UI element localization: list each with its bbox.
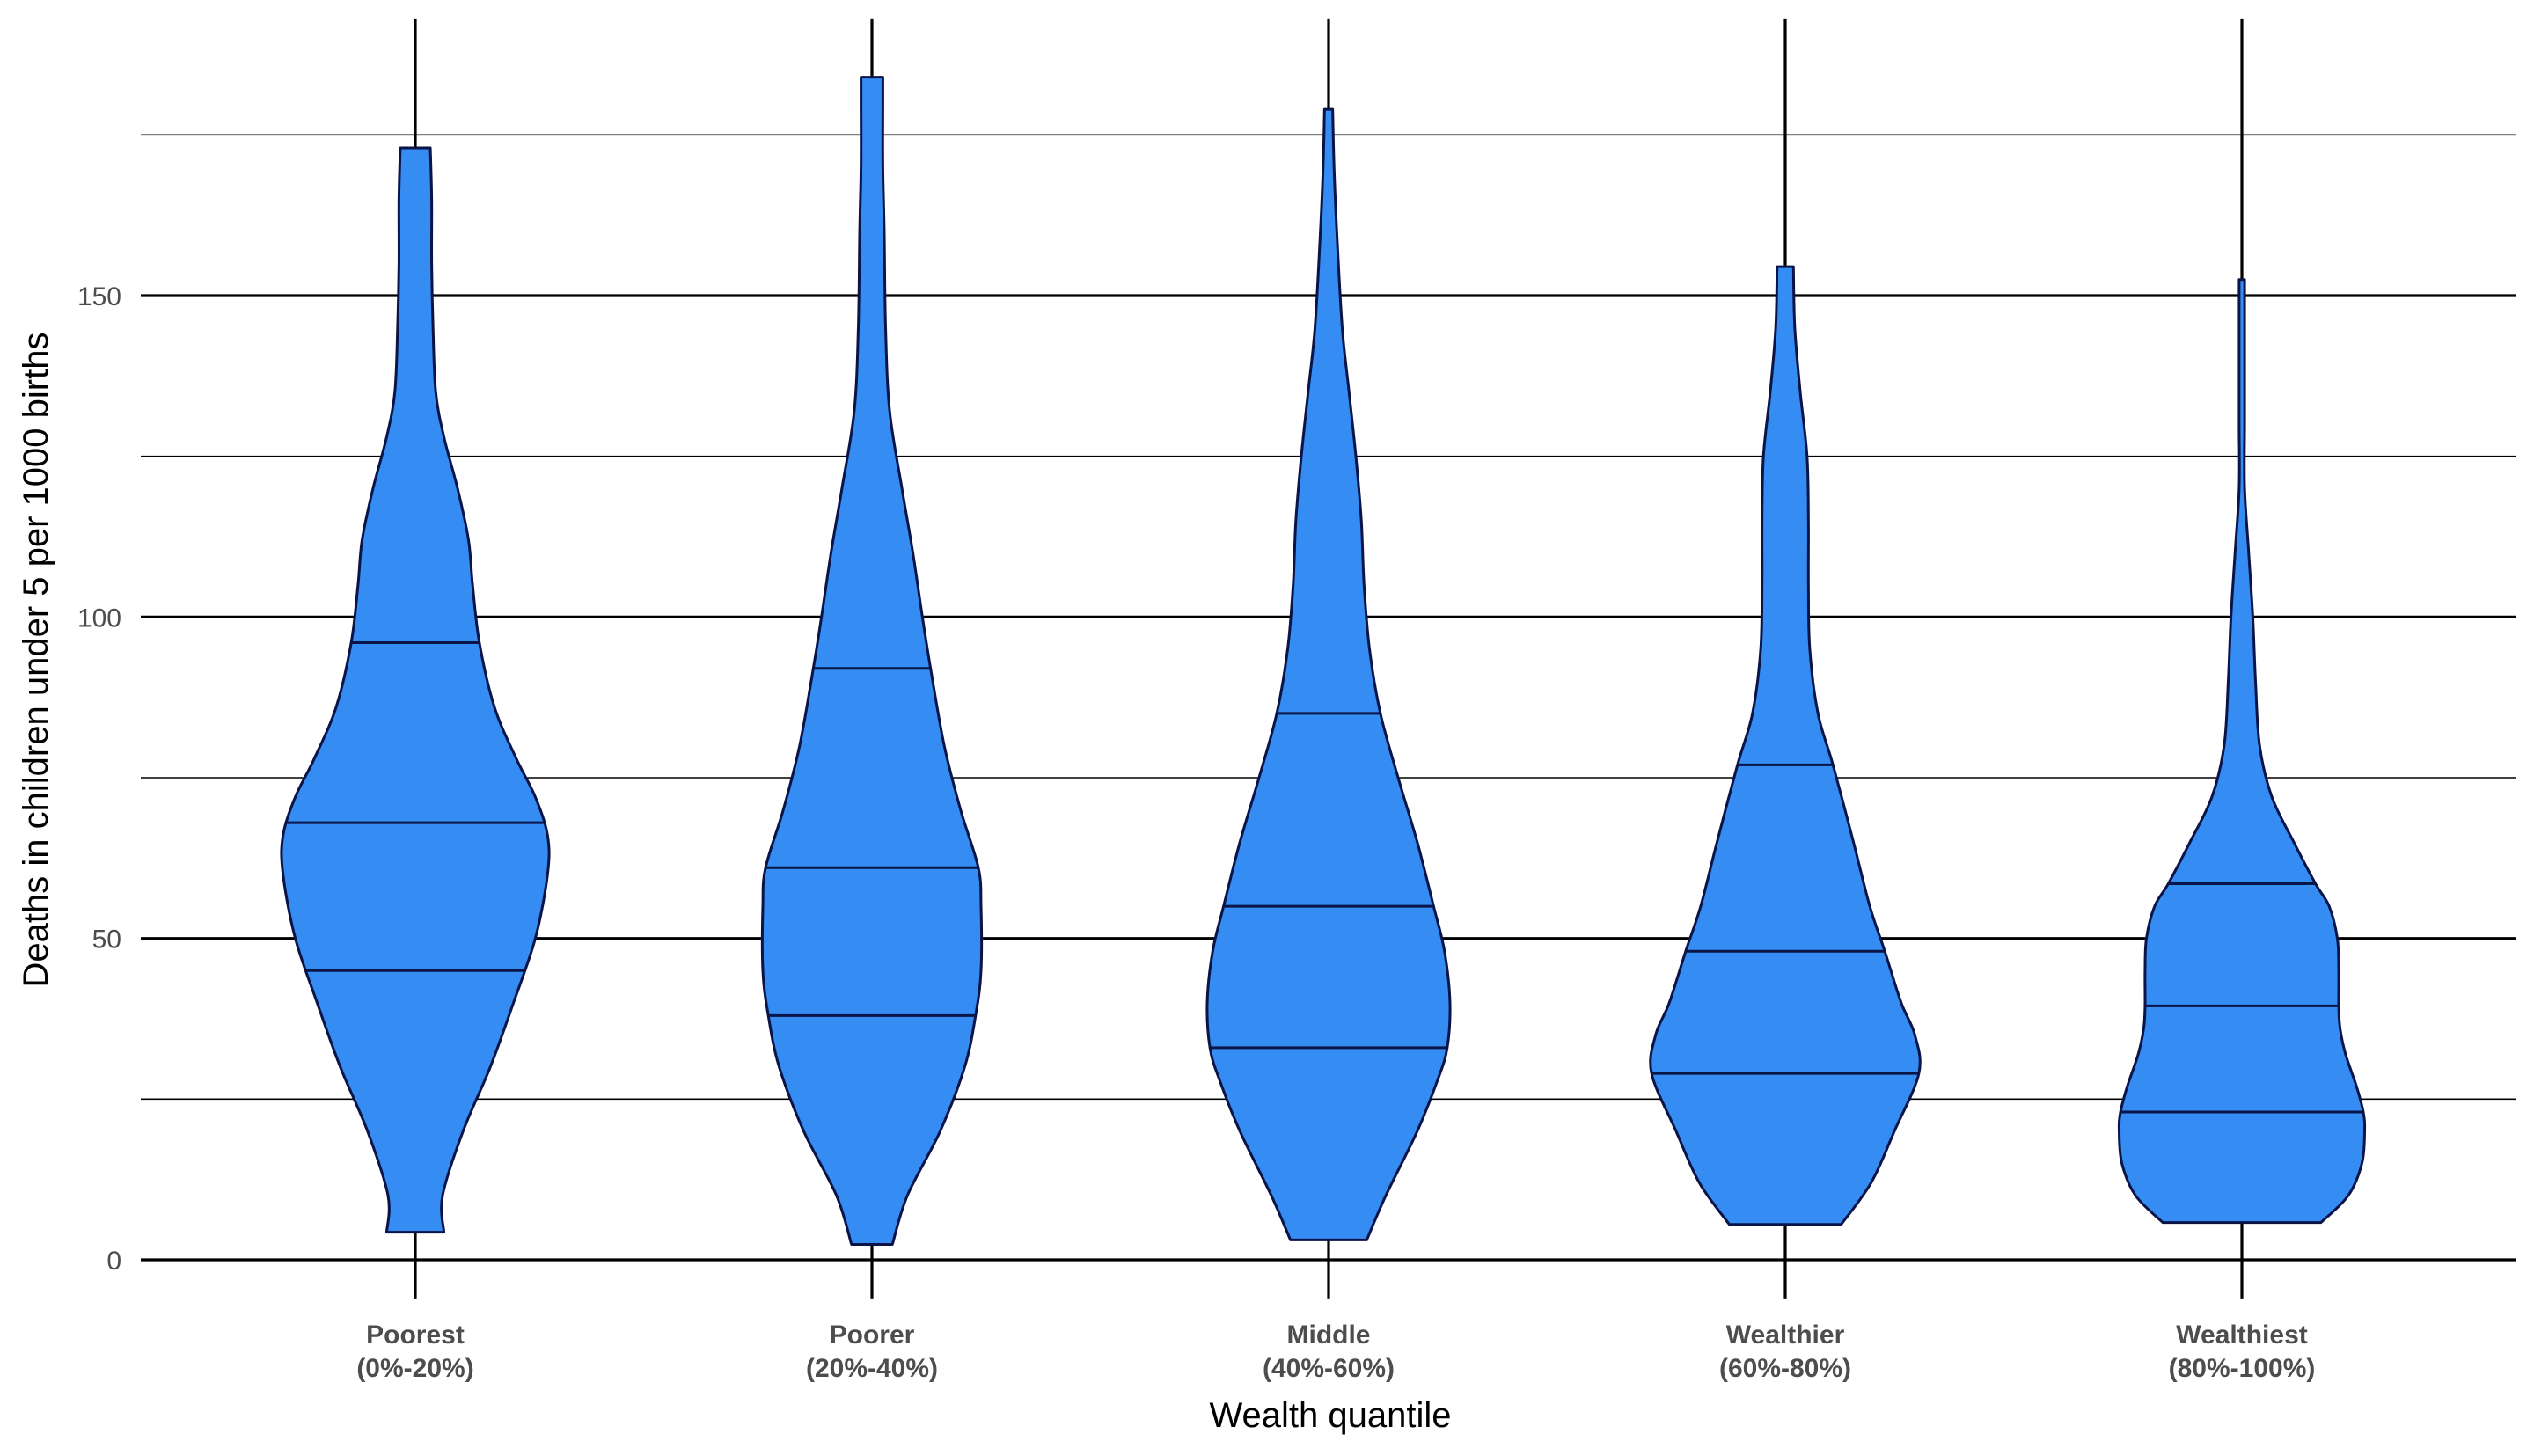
x-tick-label: Middle bbox=[1287, 1321, 1371, 1350]
violin-wealthier bbox=[1649, 265, 1922, 1226]
x-tick-sublabel: (20%-40%) bbox=[806, 1354, 938, 1383]
x-tick-label: Poorer bbox=[830, 1321, 915, 1350]
y-tick-label: 150 bbox=[77, 282, 121, 311]
violin-poorer bbox=[760, 76, 984, 1246]
x-axis-ticks: Poorest (0%-20%) Poorer (20%-40%) Middle (40%… bbox=[356, 1321, 2315, 1383]
x-tick-sublabel: (0%-20%) bbox=[356, 1354, 473, 1383]
y-tick-label: 100 bbox=[77, 604, 121, 633]
y-axis-title: Deaths in children under 5 per 1000 birt… bbox=[17, 333, 55, 988]
y-axis-ticks: 0 50 100 150 bbox=[77, 282, 121, 1276]
x-tick-label: Wealthiest bbox=[2176, 1321, 2308, 1350]
y-tick-label: 50 bbox=[92, 926, 121, 955]
x-axis-title: Wealth quantile bbox=[1210, 1396, 1452, 1435]
x-tick-label: Poorest bbox=[366, 1321, 465, 1350]
y-tick-label: 0 bbox=[106, 1247, 121, 1276]
violins bbox=[280, 76, 2367, 1246]
x-tick-label: Wealthier bbox=[1726, 1321, 1845, 1350]
violin-middle bbox=[1205, 107, 1452, 1241]
x-tick-sublabel: (80%-100%) bbox=[2169, 1354, 2316, 1383]
violin-poorest bbox=[280, 146, 551, 1234]
x-tick-sublabel: (40%-60%) bbox=[1263, 1354, 1395, 1383]
violin-wealthiest bbox=[2117, 278, 2367, 1225]
x-tick-sublabel: (60%-80%) bbox=[1719, 1354, 1851, 1383]
